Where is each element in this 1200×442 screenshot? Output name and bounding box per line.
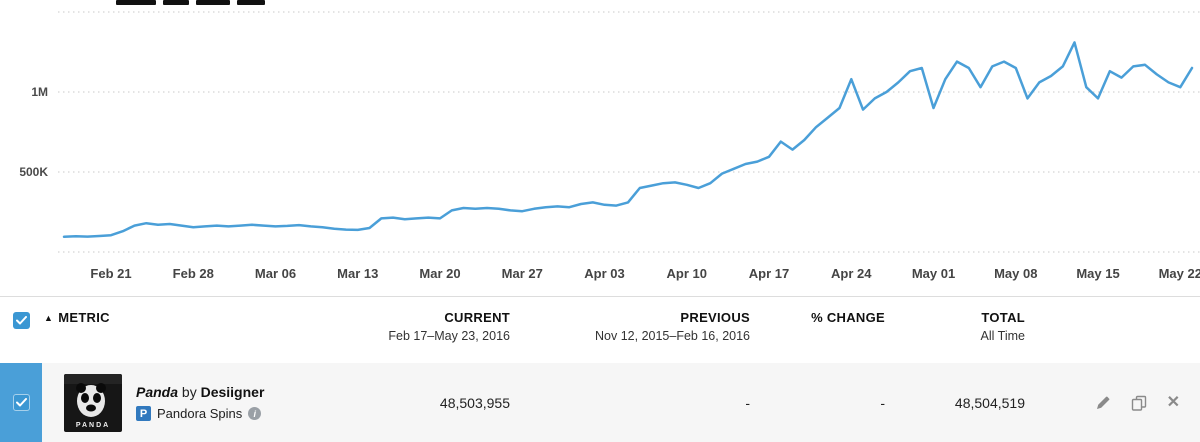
metric-trend-chart[interactable]: 1M 500K Feb 21 Feb 28 Mar 06 Mar 13 Mar 20 Mar… xyxy=(0,0,1200,297)
total-value: 48,504,519 xyxy=(954,394,1025,411)
x-axis-label: Feb 28 xyxy=(172,266,214,281)
current-value: 48,503,955 xyxy=(439,394,510,411)
remove-icon[interactable]: ✕ xyxy=(1166,393,1180,411)
artist-name: Desiigner xyxy=(200,384,265,400)
clipped-chart-title xyxy=(116,0,265,6)
album-art: PANDA xyxy=(64,373,122,432)
checkmark-icon xyxy=(15,316,27,325)
x-axis-label: May 15 xyxy=(1076,266,1120,281)
x-axis-label: Apr 10 xyxy=(666,266,707,281)
y-axis-label: 1M xyxy=(31,85,48,99)
row-selected-band xyxy=(0,363,42,442)
x-axis-label: Feb 21 xyxy=(90,266,132,281)
metric-name: Pandora Spins xyxy=(157,406,243,421)
x-axis-label: Mar 06 xyxy=(254,266,297,281)
album-caption-text: PANDA xyxy=(76,422,110,429)
by-text: by xyxy=(181,384,197,400)
x-axis-label: May 08 xyxy=(994,266,1038,281)
percent-change-value: - xyxy=(880,394,885,411)
pandora-icon: P xyxy=(136,406,151,421)
x-axis-label: Apr 03 xyxy=(584,266,625,281)
x-axis-label: May 22 xyxy=(1158,266,1200,281)
total-column-header[interactable]: TOTAL All Time xyxy=(885,310,1025,363)
metrics-table-header: ▲ METRIC CURRENT Feb 17–May 23, 2016 PREV… xyxy=(0,297,1200,363)
copy-icon[interactable] xyxy=(1131,395,1147,411)
percent-change-header-label: % CHANGE xyxy=(811,310,885,325)
percent-change-column-header[interactable]: % CHANGE xyxy=(750,310,885,363)
current-header-label: CURRENT xyxy=(444,310,510,325)
x-axis-label: Mar 20 xyxy=(419,266,461,281)
song-title: Panda xyxy=(136,384,179,400)
metric-header-label: METRIC xyxy=(58,310,110,325)
sort-ascending-icon: ▲ xyxy=(44,313,54,323)
y-axis-label: 500K xyxy=(19,165,48,179)
previous-date-range: Nov 12, 2015–Feb 16, 2016 xyxy=(595,329,750,343)
previous-column-header[interactable]: PREVIOUS Nov 12, 2015–Feb 16, 2016 xyxy=(510,310,750,363)
x-axis-label: Mar 27 xyxy=(501,266,543,281)
metric-column-header[interactable]: ▲ METRIC xyxy=(42,310,350,363)
total-header-label: TOTAL xyxy=(981,310,1025,325)
checkmark-icon xyxy=(15,398,27,407)
series-line[interactable] xyxy=(62,41,1194,239)
previous-header-label: PREVIOUS xyxy=(680,310,750,325)
table-row[interactable]: PANDA Panda by Desiigner P Pandora Spins… xyxy=(0,363,1200,442)
edit-icon[interactable] xyxy=(1095,395,1111,411)
current-date-range: Feb 17–May 23, 2016 xyxy=(388,329,510,343)
x-axis-label: Apr 24 xyxy=(831,266,872,281)
total-sub-label: All Time xyxy=(980,329,1025,343)
line-chart-canvas[interactable] xyxy=(0,0,1200,260)
previous-value: - xyxy=(745,394,750,411)
current-column-header[interactable]: CURRENT Feb 17–May 23, 2016 xyxy=(350,310,510,363)
select-all-checkbox[interactable] xyxy=(12,312,30,329)
x-axis-label: Apr 17 xyxy=(748,266,790,281)
row-checkbox[interactable] xyxy=(12,394,30,411)
x-axis-label: Mar 13 xyxy=(337,266,379,281)
info-icon[interactable]: i xyxy=(248,407,262,420)
x-axis-label: May 01 xyxy=(911,266,956,281)
metric-cell: PANDA Panda by Desiigner P Pandora Spins… xyxy=(42,363,350,442)
song-title-line: Panda by Desiigner xyxy=(136,384,264,400)
